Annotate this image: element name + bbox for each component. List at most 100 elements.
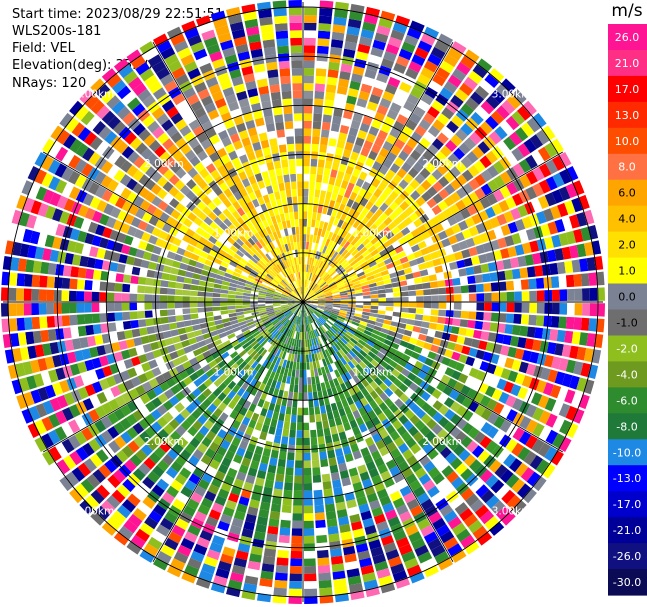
ray-gate — [388, 190, 399, 201]
ray-gate — [384, 196, 394, 207]
ray-gate — [373, 355, 383, 364]
ray-gate — [358, 274, 367, 281]
ray-gate — [485, 95, 500, 109]
ray-gate — [147, 120, 160, 134]
ray-gate — [250, 369, 258, 378]
ray-gate — [512, 398, 524, 411]
ray-gate — [327, 364, 334, 373]
ray-gate — [146, 389, 157, 401]
ray-gate — [201, 497, 214, 509]
ray-gate — [164, 436, 177, 448]
ray-gate — [544, 446, 558, 462]
ray-gate — [488, 131, 502, 145]
ray-gate — [358, 90, 370, 101]
ray-gate — [229, 245, 239, 253]
ray-gate — [408, 167, 419, 179]
ray-gate — [314, 311, 321, 318]
ray-gate — [282, 260, 288, 269]
ray-gate — [168, 274, 178, 282]
ray-gate — [582, 288, 590, 301]
ray-gate — [232, 354, 242, 363]
ray-gate — [437, 280, 446, 288]
ray-gate — [91, 313, 101, 324]
ray-gate — [423, 479, 436, 492]
ray-gate — [561, 344, 572, 358]
ray-gate — [332, 296, 341, 299]
ray-gate — [277, 53, 290, 62]
ray-gate — [460, 435, 473, 448]
ray-gate — [396, 55, 410, 68]
ray-gate — [597, 287, 605, 301]
ray-gate — [403, 329, 413, 337]
ray-gate — [348, 369, 356, 378]
ray-gate — [396, 536, 410, 549]
ray-gate — [217, 382, 227, 392]
ray-gate — [535, 459, 550, 475]
ray-gate — [409, 571, 425, 584]
ray-gate — [199, 322, 209, 329]
ray-gate — [408, 290, 417, 296]
ray-gate — [414, 314, 424, 321]
ray-gate — [398, 48, 413, 61]
ray-gate — [260, 187, 268, 197]
ray-gate — [482, 321, 491, 331]
ray-gate — [596, 271, 605, 286]
ray-gate — [89, 453, 103, 468]
ray-gate — [571, 259, 581, 273]
ray-gate — [304, 588, 318, 597]
ray-gate — [168, 418, 180, 430]
ray-gate — [299, 316, 302, 325]
ray-gate — [190, 100, 203, 112]
ray-gate — [202, 364, 212, 373]
ray-gate — [316, 243, 322, 252]
ray-gate — [204, 337, 214, 345]
ray-gate — [248, 175, 257, 185]
ray-gate — [507, 346, 517, 358]
ray-gate — [451, 41, 467, 55]
ray-gate — [32, 330, 42, 344]
ray-gate — [479, 197, 491, 209]
ray-gate — [324, 307, 333, 312]
ray-gate — [439, 87, 454, 100]
ray-gate — [496, 484, 510, 499]
ray-gate — [279, 382, 286, 391]
ray-gate — [330, 123, 340, 132]
ray-gate — [309, 295, 317, 299]
ray-gate — [144, 413, 156, 425]
ray-gate — [207, 321, 216, 327]
ray-gate — [192, 173, 203, 184]
ray-gate — [409, 212, 419, 222]
ray-gate — [389, 127, 401, 139]
ray-gate — [268, 76, 280, 86]
ray-gate — [179, 467, 192, 479]
ray-gate — [324, 349, 331, 358]
ray-gate — [212, 306, 221, 312]
ray-gate — [321, 412, 328, 422]
ray-gate — [262, 448, 271, 457]
ray-gate — [343, 484, 353, 494]
ray-gate — [317, 306, 325, 310]
ray-gate — [76, 279, 86, 290]
ray-gate — [437, 230, 448, 240]
ray-gate — [191, 184, 202, 195]
ray-gate — [478, 253, 488, 264]
ray-gate — [406, 498, 420, 511]
ray-gate — [193, 267, 203, 275]
ray-gate — [468, 70, 483, 85]
ray-gate — [407, 313, 416, 320]
ray-gate — [438, 295, 447, 302]
ray-gate — [473, 160, 486, 173]
ray-gate — [327, 449, 336, 459]
ray-gate — [231, 517, 244, 528]
ray-gate — [244, 355, 253, 364]
ray-gate — [345, 429, 354, 439]
ray-gate — [363, 140, 373, 150]
ray-gate — [281, 279, 288, 286]
ray-gate — [196, 536, 210, 549]
ray-gate — [91, 302, 100, 313]
ray-gate — [209, 441, 220, 452]
ray-gate — [72, 338, 82, 350]
ray-gate — [138, 405, 150, 417]
ray-gate — [260, 203, 268, 213]
ray-gate — [315, 267, 320, 275]
